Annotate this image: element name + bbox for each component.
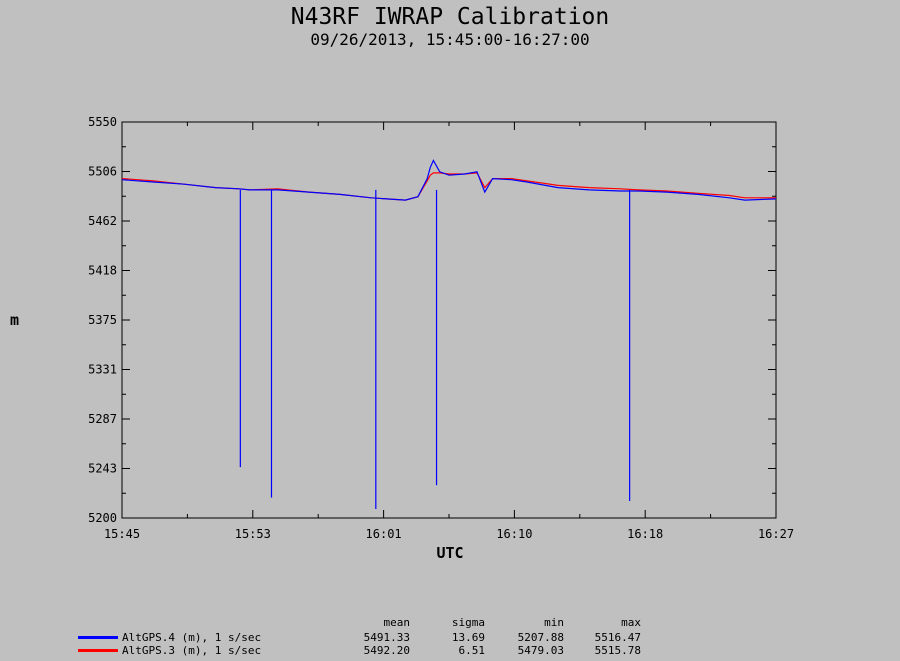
y-tick-label: 5331 bbox=[88, 363, 117, 377]
x-tick-label: 15:53 bbox=[235, 527, 271, 541]
legend-label-altgps3: AltGPS.3 (m), 1 s/sec bbox=[122, 644, 262, 657]
legend-swatch-altgps3 bbox=[78, 649, 118, 652]
legend-row-altgps4: AltGPS.4 (m), 1 s/sec 5491.33 13.69 5207… bbox=[0, 631, 900, 644]
x-tick-label: 16:10 bbox=[496, 527, 532, 541]
stat-min-altgps4: 5207.88 bbox=[517, 631, 564, 644]
stat-max-altgps4: 5516.47 bbox=[594, 631, 641, 644]
x-tick-label: 15:45 bbox=[104, 527, 140, 541]
stat-mean-altgps3: 5492.20 bbox=[363, 644, 410, 657]
plot-frame bbox=[121, 121, 777, 519]
x-tick-label: 16:27 bbox=[758, 527, 794, 541]
stat-header-sigma: sigma bbox=[451, 616, 485, 629]
stat-sigma-altgps4: 13.69 bbox=[451, 631, 485, 644]
y-tick-label: 5287 bbox=[88, 412, 117, 426]
y-tick-label: 5375 bbox=[88, 313, 117, 327]
y-tick-label: 5506 bbox=[88, 165, 117, 179]
stat-min-altgps3: 5479.03 bbox=[517, 644, 564, 657]
stat-header-min: min bbox=[544, 616, 564, 629]
y-tick-label: 5243 bbox=[88, 462, 117, 476]
stat-header-mean: mean bbox=[383, 616, 411, 629]
y-tick-label: 5462 bbox=[88, 214, 117, 228]
chart-title: N43RF IWRAP Calibration bbox=[290, 4, 610, 30]
legend-row-altgps3: AltGPS.3 (m), 1 s/sec 5492.20 6.51 5479.… bbox=[0, 644, 900, 657]
chart-subtitle: 09/26/2013, 15:45:00-16:27:00 bbox=[310, 30, 590, 49]
legend-swatch-altgps4 bbox=[78, 636, 118, 639]
y-axis-label: m bbox=[10, 311, 20, 329]
stat-sigma-altgps3: 6.51 bbox=[458, 644, 486, 657]
stat-max-altgps3: 5515.78 bbox=[594, 644, 641, 657]
series-line-altgps3 bbox=[121, 172, 776, 201]
y-tick-label: 5550 bbox=[88, 115, 117, 129]
y-tick-label: 5200 bbox=[88, 511, 117, 525]
x-tick-label: 16:18 bbox=[627, 527, 663, 541]
x-axis-label: UTC bbox=[436, 544, 464, 562]
legend-label-altgps4: AltGPS.4 (m), 1 s/sec bbox=[122, 631, 262, 644]
series-line-altgps4 bbox=[121, 159, 777, 201]
stat-header-max: max bbox=[621, 616, 641, 629]
x-tick-label: 16:01 bbox=[366, 527, 402, 541]
y-tick-label: 5418 bbox=[88, 264, 117, 278]
stat-mean-altgps4: 5491.33 bbox=[363, 631, 410, 644]
stats-legend: mean sigma min max AltGPS.4 (m), 1 s/sec… bbox=[0, 616, 900, 661]
